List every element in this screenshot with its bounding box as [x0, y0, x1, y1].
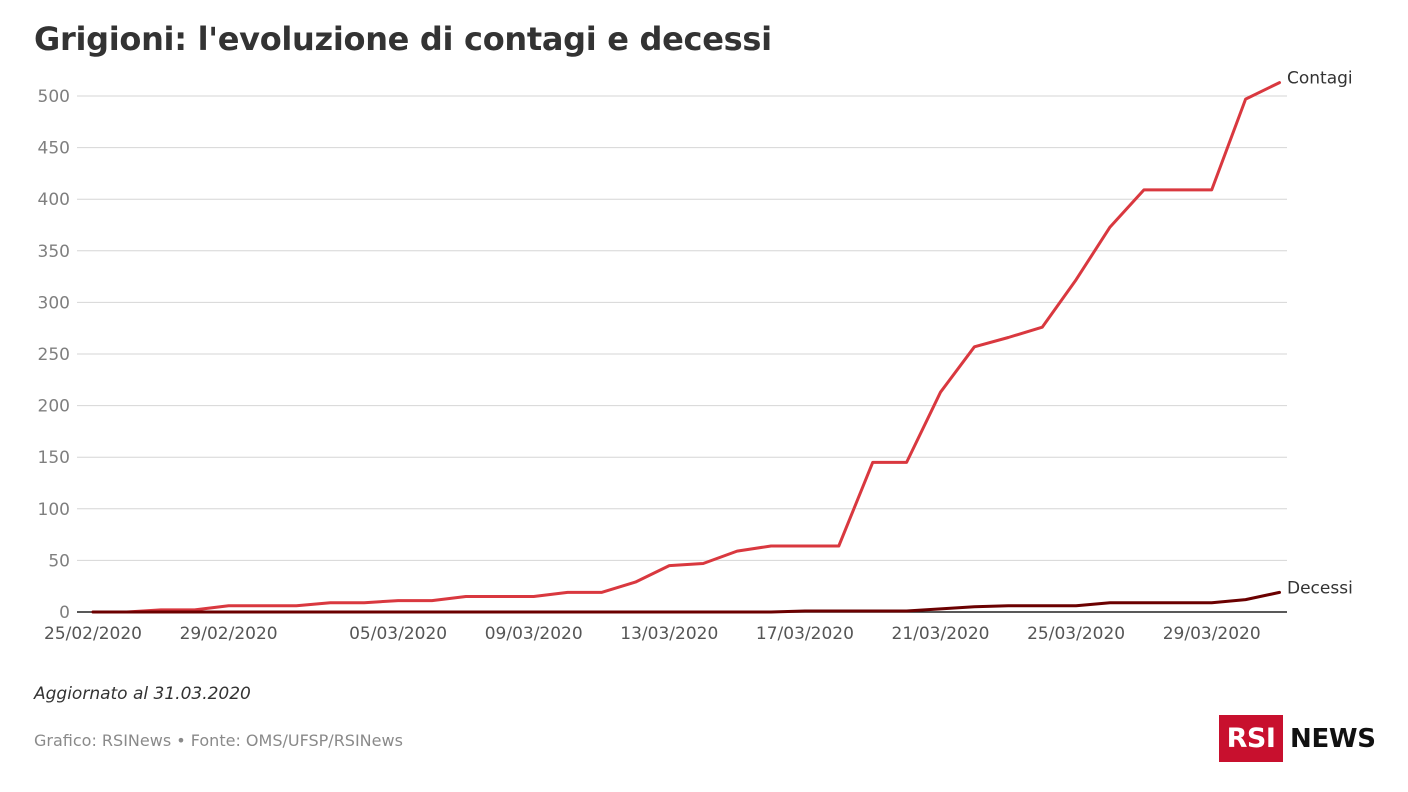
- source-credit: Grafico: RSINews • Fonte: OMS/UFSP/RSINe…: [34, 731, 403, 750]
- x-tick-label: 25/03/2020: [1027, 624, 1125, 644]
- series-label-contagi: Contagi: [1287, 69, 1353, 89]
- y-tick-label: 500: [38, 87, 70, 107]
- y-tick-label: 450: [38, 139, 70, 159]
- x-tick-label: 09/03/2020: [485, 624, 583, 644]
- y-tick-label: 350: [38, 242, 70, 262]
- logo-text: NEWS: [1290, 723, 1376, 754]
- y-tick-label: 0: [59, 603, 70, 623]
- x-tick-label: 25/02/2020: [44, 624, 142, 644]
- y-tick-label: 250: [38, 345, 70, 365]
- series-labels: Contagi Decessi: [1287, 69, 1353, 599]
- chart-title: Grigioni: l'evoluzione di contagi e dece…: [34, 20, 772, 58]
- y-tick-label: 50: [48, 551, 70, 571]
- series-line-decessi: [91, 590, 1281, 614]
- logo-box: RSI: [1219, 715, 1283, 762]
- updated-note: Aggiornato al 31.03.2020: [34, 684, 251, 704]
- series-lines: [91, 81, 1281, 614]
- x-tick-label: 29/02/2020: [180, 624, 278, 644]
- x-tick-label: 29/03/2020: [1163, 624, 1261, 644]
- x-axis-ticks: 25/02/2020 29/02/2020 05/03/2020 09/03/2020…: [44, 624, 1261, 644]
- x-tick-label: 17/03/2020: [756, 624, 854, 644]
- y-tick-label: 400: [38, 190, 70, 210]
- x-tick-label: 13/03/2020: [620, 624, 718, 644]
- rsi-news-logo: RSI NEWS: [1219, 715, 1376, 762]
- y-tick-label: 100: [38, 500, 70, 520]
- grid-lines: [77, 95, 1287, 613]
- y-tick-label: 300: [38, 293, 70, 313]
- series-line-contagi: [91, 81, 1281, 614]
- y-tick-label: 200: [38, 397, 70, 417]
- x-tick-label: 05/03/2020: [349, 624, 447, 644]
- y-axis-ticks: 0 50 100 150 200 250 300 350 400 450 500: [38, 87, 70, 623]
- series-label-decessi: Decessi: [1287, 578, 1353, 598]
- y-tick-label: 150: [38, 448, 70, 468]
- x-tick-label: 21/03/2020: [892, 624, 990, 644]
